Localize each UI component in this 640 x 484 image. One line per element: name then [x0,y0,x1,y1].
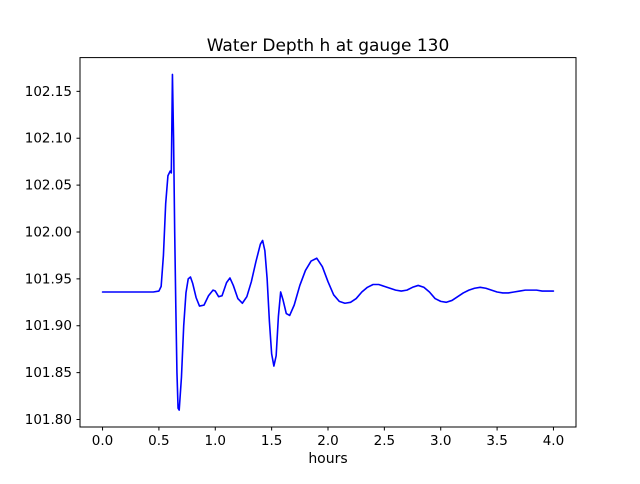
x-tick-label: 1.0 [205,433,226,449]
chart-title: Water Depth h at gauge 130 [207,36,450,56]
x-tick-label: 0.0 [92,433,113,449]
x-tick-label: 2.5 [374,433,395,449]
x-tick-label: 3.0 [430,433,451,449]
y-tick-label: 102.10 [25,131,72,147]
x-tick-label: 0.5 [148,433,169,449]
plot-area: 0.0 0.5 1.0 1.5 2.0 2.5 3.0 3.5 4.0 101.80 101.85 1… [25,57,577,449]
y-tick-label: 102.00 [25,224,72,240]
y-tick-label: 102.05 [25,178,72,194]
series-line-water-depth-h [101,73,555,411]
y-tick-label: 101.85 [25,365,72,381]
y-tick-label: 102.15 [25,84,72,100]
x-tick-label: 1.5 [261,433,282,449]
y-tick-label: 101.90 [25,318,72,334]
y-tick-label: 101.80 [25,412,72,428]
axes-box [79,57,577,428]
y-tick-label: 101.95 [25,271,72,287]
x-tick-label: 4.0 [543,433,564,449]
x-axis-label: hours [308,451,347,467]
x-tick-label: 2.0 [317,433,338,449]
x-tick-label: 3.5 [486,433,507,449]
